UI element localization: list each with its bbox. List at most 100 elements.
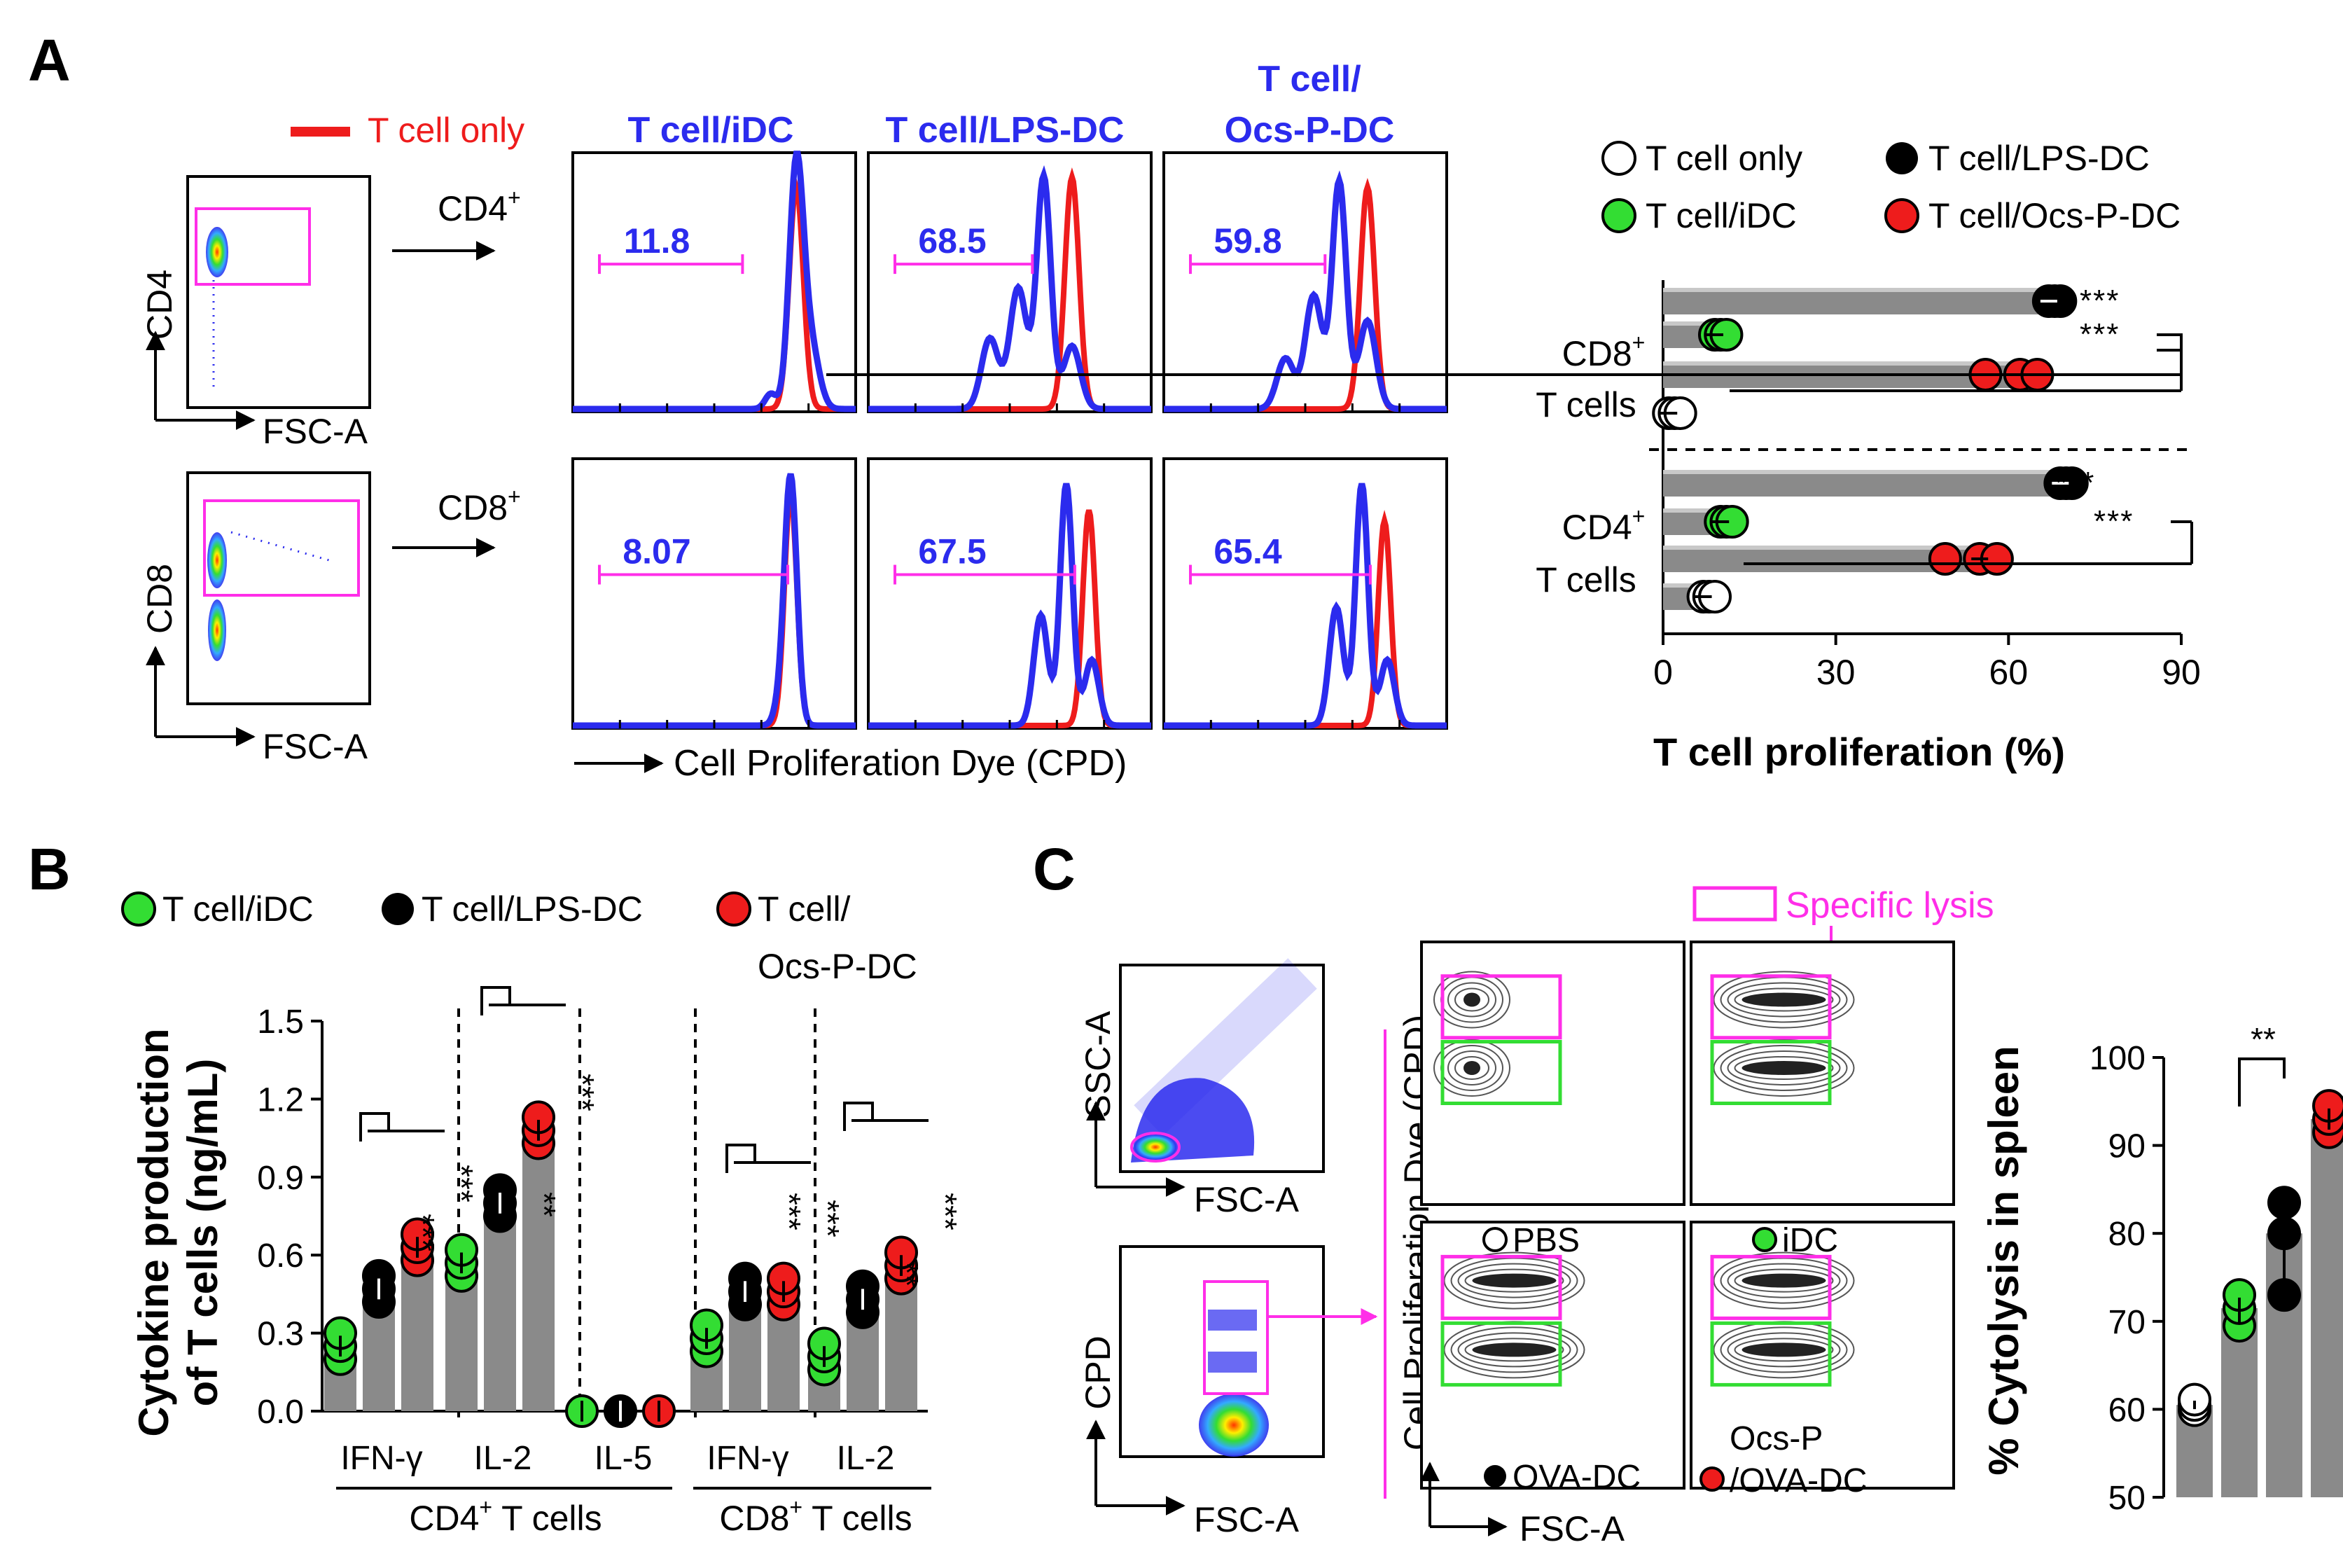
header-tcell-idc: T cell/iDC [628,110,794,151]
header-tcell-lps-dc: T cell/LPS-DC [886,110,1125,151]
contour-core [1472,1273,1557,1288]
significance-label: *** [443,1165,480,1202]
x-tick-label: 90 [2162,653,2201,692]
significance-label: *** [771,1193,807,1230]
significance-bracket [359,1112,390,1142]
contour-ring [1433,971,1510,1029]
significance-label: ** [889,1262,925,1287]
cytolysis-y-label: % Cytolysis in spleen [1980,1046,2027,1476]
bar-t-cell-lps-dc [484,1202,516,1411]
cpd-short-axis-label: CPD [1078,1335,1118,1410]
panel-c-letter: C [1033,836,1076,902]
significance-label: ** [526,1192,562,1217]
category-label: IL-2 [474,1440,532,1477]
cytokine-bar-chart: 0.0 0.3 0.6 0.9 1.2 1.5 IFN-γ IL-2 IL-5 IFN-γ IL-2… [257,986,964,1477]
cd8plus-label: CD8+ [438,484,521,527]
cpd-axis-label: Cell Proliferation Dye (CPD) [674,743,1127,784]
bar-highlight [1663,583,1704,588]
histogram-frame [867,457,1153,730]
y-tick-label: 1.2 [257,1081,304,1118]
histogram-gate-value: 11.8 [624,221,690,261]
x-tick-label: 60 [1989,653,2029,692]
bar-highlight [1663,288,2049,292]
contour-ring [1734,987,1834,1012]
red-line-legend-label: T cell only [368,111,524,150]
fsc-axis-label-a2: FSC-A [263,727,368,766]
label-idc: iDC [1782,1222,1838,1259]
panel-b-letter: B [28,836,71,902]
cd8-gate [203,499,360,597]
significance-bracket [2238,1057,2286,1106]
ssc-axis-label: SSC-A [1078,1011,1118,1118]
y-tick-label: 90 [2108,1128,2146,1165]
category-label: IL-2 [837,1440,895,1477]
cd4-group-label: CD4+ [1562,504,1646,547]
contour-core [1741,1273,1826,1288]
y-tick-label: 1.5 [257,1004,304,1041]
contour-ring [1727,1050,1841,1085]
legend-b-lps: T cell/LPS-DC [422,889,643,929]
legend-b-lps-marker [382,893,414,925]
significance-label: *** [809,1200,846,1237]
bar-t-cell-ocs-p-dc [1663,546,1980,572]
data-point [2267,1278,2301,1312]
cytokine-legend: T cell/iDC T cell/LPS-DC T cell/ Ocs-P-D… [121,889,917,986]
specific-lysis-label: Specific lysis [1786,885,1994,926]
significance-bracket [480,986,511,1015]
proliferation-legend: T cell only T cell/LPS-DC T cell/iDC T c… [1601,139,2181,235]
category-label: IFN-γ [707,1440,788,1477]
significance-label: *** [2094,504,2134,539]
label-ocsp-2: /OVA-DC [1730,1462,1867,1499]
significance-label: *** [2080,317,2120,352]
contour-labels: PBS iDC OVA-DC Ocs-P /OVA-DC FSC-A [1420,1222,1867,1548]
specific-lysis-legend: Specific lysis [1692,885,1994,983]
cd8-axis-label: CD8 [140,564,179,634]
contour-ring [1457,1332,1571,1368]
contour-ring [1727,982,1841,1018]
bar-highlight [1663,321,1715,326]
y-tick-label: 0.6 [257,1237,304,1275]
contour-core [1463,992,1480,1007]
reference-gate [1710,1040,1832,1105]
reference-gate [1440,1040,1562,1105]
fsc-axis-label-c3: FSC-A [1520,1509,1625,1548]
contour-frame [1420,941,1685,1206]
ssc-scatter-plot: SSC-A FSC-A [1078,958,1325,1219]
lysis-gate [1440,974,1562,1040]
fsc-axis-label-c2: FSC-A [1194,1500,1300,1539]
contour-ring [1457,1263,1571,1298]
contour-ring [1454,987,1489,1012]
cpd-axis-arrow: Cell Proliferation Dye (CPD) [574,743,1127,784]
cd8-tcells-group-label: CD8+ T cells [719,1494,912,1538]
legend-b-ocs-2: Ocs-P-DC [758,947,917,986]
bar-t-cell-lps-dc [1663,288,2049,314]
contour-core [1463,1061,1480,1075]
cpd-scatter-plot: CPD FSC-A [1078,1245,1378,1539]
contour-ring [1447,982,1496,1018]
reference-gate [1710,1321,1832,1387]
label-pbs: PBS [1513,1222,1580,1259]
legend-b-idc-marker [121,891,156,927]
contour-ring [1464,1338,1564,1362]
contour-ring [1734,1056,1834,1080]
red-line-legend: T cell only [291,111,524,150]
ssc-gate [1130,1132,1181,1163]
histogram-frame [571,457,857,730]
histogram-frame [571,151,857,413]
significance-label: ** [2251,1021,2276,1057]
cd4plus-label: CD4+ [438,185,521,228]
cd4-axis-label: CD4 [140,270,179,340]
cd4-tcells-group-label: CD4+ T cells [409,1494,602,1538]
cd4-group-sublabel: T cells [1536,560,1636,599]
legend-marker-tcell-only [1601,141,1636,176]
cytokine-y-label-1: Cytokine production [130,1028,177,1436]
significance-label: *** [2080,284,2120,318]
y-tick-label: 0.0 [257,1394,304,1431]
header-tcell-ocs-2: Ocs-P-DC [1225,110,1395,151]
label-ocsp-1: Ocs-P [1730,1420,1823,1457]
lysis-gate [1710,974,1832,1040]
legend-label-tcell-ocs: T cell/Ocs-P-DC [1928,196,2181,235]
significance-label: *** [405,1214,441,1251]
bar-highlight [1663,508,1721,513]
